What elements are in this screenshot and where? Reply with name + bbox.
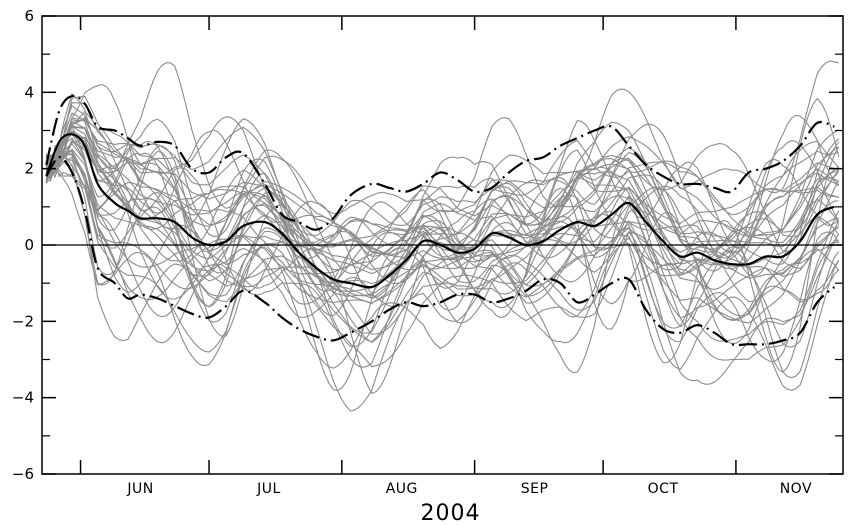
ensemble-member-line [45, 126, 839, 293]
x-month-label: NOV [780, 481, 812, 497]
x-month-label: JUN [126, 481, 153, 497]
x-month-label: AUG [386, 481, 418, 497]
ensemble-member-line [45, 131, 840, 262]
ensemble-member-line [45, 95, 839, 256]
y-tick-label: 4 [24, 83, 34, 101]
y-tick-label: −6 [12, 465, 34, 483]
ensemble-member-line [45, 146, 840, 392]
ensemble-member-line [45, 152, 839, 344]
ensemble-member-line [45, 136, 840, 334]
x-month-label: OCT [648, 481, 679, 497]
ensemble-member-line [45, 148, 839, 324]
ensemble-member-line [45, 105, 839, 237]
y-tick-label: −4 [12, 389, 34, 407]
ensemble-member-line [45, 97, 840, 299]
series-line-lower-band [45, 156, 836, 347]
y-axis-tick-labels: −6 −4 −2 0 2 4 6 [12, 7, 34, 483]
ensemble-member-line [45, 125, 839, 275]
ensemble-member-line [45, 102, 840, 245]
ensemble-member-line [45, 159, 840, 391]
x-month-label: SEP [521, 481, 549, 497]
ensemble-member-line [45, 125, 839, 297]
series-line-upper-band [45, 94, 835, 231]
ensemble-member-line [45, 116, 840, 260]
series-line-median [45, 133, 835, 289]
ensemble-member-line [45, 139, 840, 305]
x-month-label: JUL [256, 481, 281, 497]
y-axis-ticks [42, 15, 843, 475]
ensemble-member-line [45, 152, 840, 317]
x-axis-ticks [79, 16, 737, 474]
ensemble-member-line [45, 143, 839, 319]
x-axis-year-label: 2004 [421, 501, 481, 525]
y-tick-label: 0 [24, 236, 34, 254]
ensemble-member-line [45, 83, 840, 257]
y-tick-label: 2 [24, 160, 34, 178]
ensemble-member-line [45, 149, 840, 395]
ensemble-member-line [45, 154, 840, 412]
y-tick-label: 6 [24, 7, 34, 25]
y-tick-label: −2 [12, 312, 34, 330]
x-axis-month-labels: JUN JUL AUG SEP OCT NOV [126, 481, 812, 497]
summary-lines [45, 94, 836, 347]
ensemble-member-line [46, 160, 839, 368]
ensemble-member-lines [45, 60, 840, 412]
ensemble-member-line [45, 60, 839, 215]
